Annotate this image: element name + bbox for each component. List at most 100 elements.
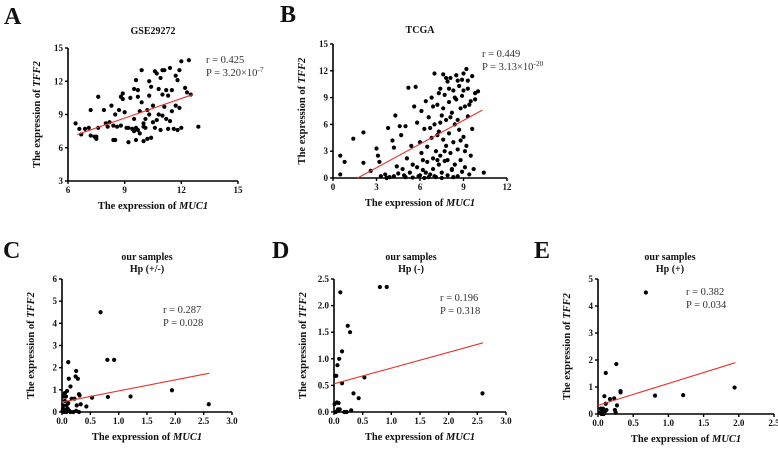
data-point (374, 146, 379, 151)
data-point (422, 175, 427, 181)
data-point (338, 290, 343, 295)
data-point (394, 164, 399, 169)
y-tick-label: 2 (589, 355, 594, 365)
data-point (432, 122, 437, 127)
data-point (167, 65, 173, 71)
panel-label: C (3, 238, 20, 264)
data-point (449, 110, 454, 115)
data-point (105, 124, 110, 129)
data-point (439, 175, 444, 181)
data-point (88, 107, 93, 113)
data-point (461, 88, 466, 93)
data-point (426, 175, 431, 180)
regression-line (77, 94, 193, 135)
panel-label: E (534, 238, 550, 264)
x-tick-label: 12 (503, 182, 513, 192)
data-point (335, 363, 340, 368)
data-point (147, 79, 152, 84)
x-tick-label: 0.5 (357, 416, 369, 426)
data-point (643, 290, 648, 295)
data-point (78, 402, 83, 407)
data-point (377, 284, 382, 290)
x-tick-label: 3 (374, 182, 379, 192)
data-point (454, 73, 459, 78)
data-point (132, 129, 137, 134)
data-point (473, 97, 478, 102)
data-point (468, 153, 473, 158)
data-point (342, 159, 347, 165)
chart-title: Hp (-) (398, 264, 424, 275)
data-point (351, 136, 356, 141)
data-point (164, 88, 169, 93)
data-point (164, 116, 169, 122)
x-tick-label: 9 (122, 185, 127, 195)
data-point (410, 175, 415, 180)
data-point (338, 153, 343, 158)
data-point (446, 99, 452, 105)
p-value: P = 3.13×10-20 (482, 59, 544, 73)
data-point (406, 85, 411, 90)
data-point (439, 113, 444, 118)
data-point (445, 79, 450, 84)
data-point (175, 127, 180, 133)
data-point (351, 391, 356, 396)
data-point (400, 166, 405, 172)
data-point (432, 71, 437, 76)
data-point (459, 77, 465, 82)
data-point (154, 71, 159, 76)
x-axis-label: The expression of MUC1 (98, 201, 208, 212)
data-point (98, 310, 103, 315)
y-tick-label: 15 (319, 39, 329, 49)
data-point (169, 109, 174, 114)
data-point (362, 375, 367, 380)
data-point (337, 356, 342, 361)
data-point (77, 393, 82, 398)
data-point (171, 126, 176, 132)
data-point (139, 100, 144, 105)
data-point (438, 86, 443, 91)
y-tick-label: 9 (324, 93, 329, 103)
data-point (462, 149, 468, 154)
data-point (455, 78, 460, 83)
data-point (459, 169, 465, 174)
data-point (438, 120, 443, 125)
panel-label: D (272, 238, 289, 264)
x-tick-label: 2.5 (472, 416, 484, 426)
data-point (339, 349, 345, 354)
y-axis-label-text: The expression of (26, 318, 37, 399)
x-tick-label: 2.0 (443, 416, 455, 426)
y-tick-label: 1.0 (318, 354, 330, 364)
data-point (335, 407, 341, 412)
y-axis-label-text: The expression of (562, 319, 573, 400)
data-point (149, 84, 154, 89)
data-point (413, 84, 418, 89)
data-point (74, 368, 79, 374)
p-value-exponent: -7 (257, 65, 263, 74)
data-point (470, 126, 475, 131)
data-point (436, 162, 441, 167)
y-axis-label: The expression of TFF2 (298, 291, 309, 399)
data-point (448, 150, 453, 156)
y-tick-label: 0 (53, 407, 58, 417)
y-tick-label: 4 (589, 301, 594, 311)
data-point (82, 126, 88, 132)
y-tick-label: 3 (59, 176, 64, 186)
data-point (177, 68, 182, 73)
regression-line (597, 362, 736, 406)
data-point (77, 126, 82, 132)
chart-title: Hp (+/-) (130, 264, 164, 275)
y-tick-label: 3 (53, 341, 58, 351)
y-tick-label: 1 (589, 382, 594, 392)
data-point (109, 103, 114, 108)
y-tick-label: 5 (589, 274, 594, 284)
data-point (480, 391, 485, 396)
x-tick-label: 6 (418, 182, 423, 192)
data-point (132, 116, 137, 122)
panel-label: A (4, 4, 22, 30)
r-value: r = 0.196 (440, 293, 478, 304)
x-tick-label: 1.5 (698, 418, 710, 428)
data-point (101, 107, 106, 113)
y-axis-gene: TFF2 (32, 60, 43, 86)
